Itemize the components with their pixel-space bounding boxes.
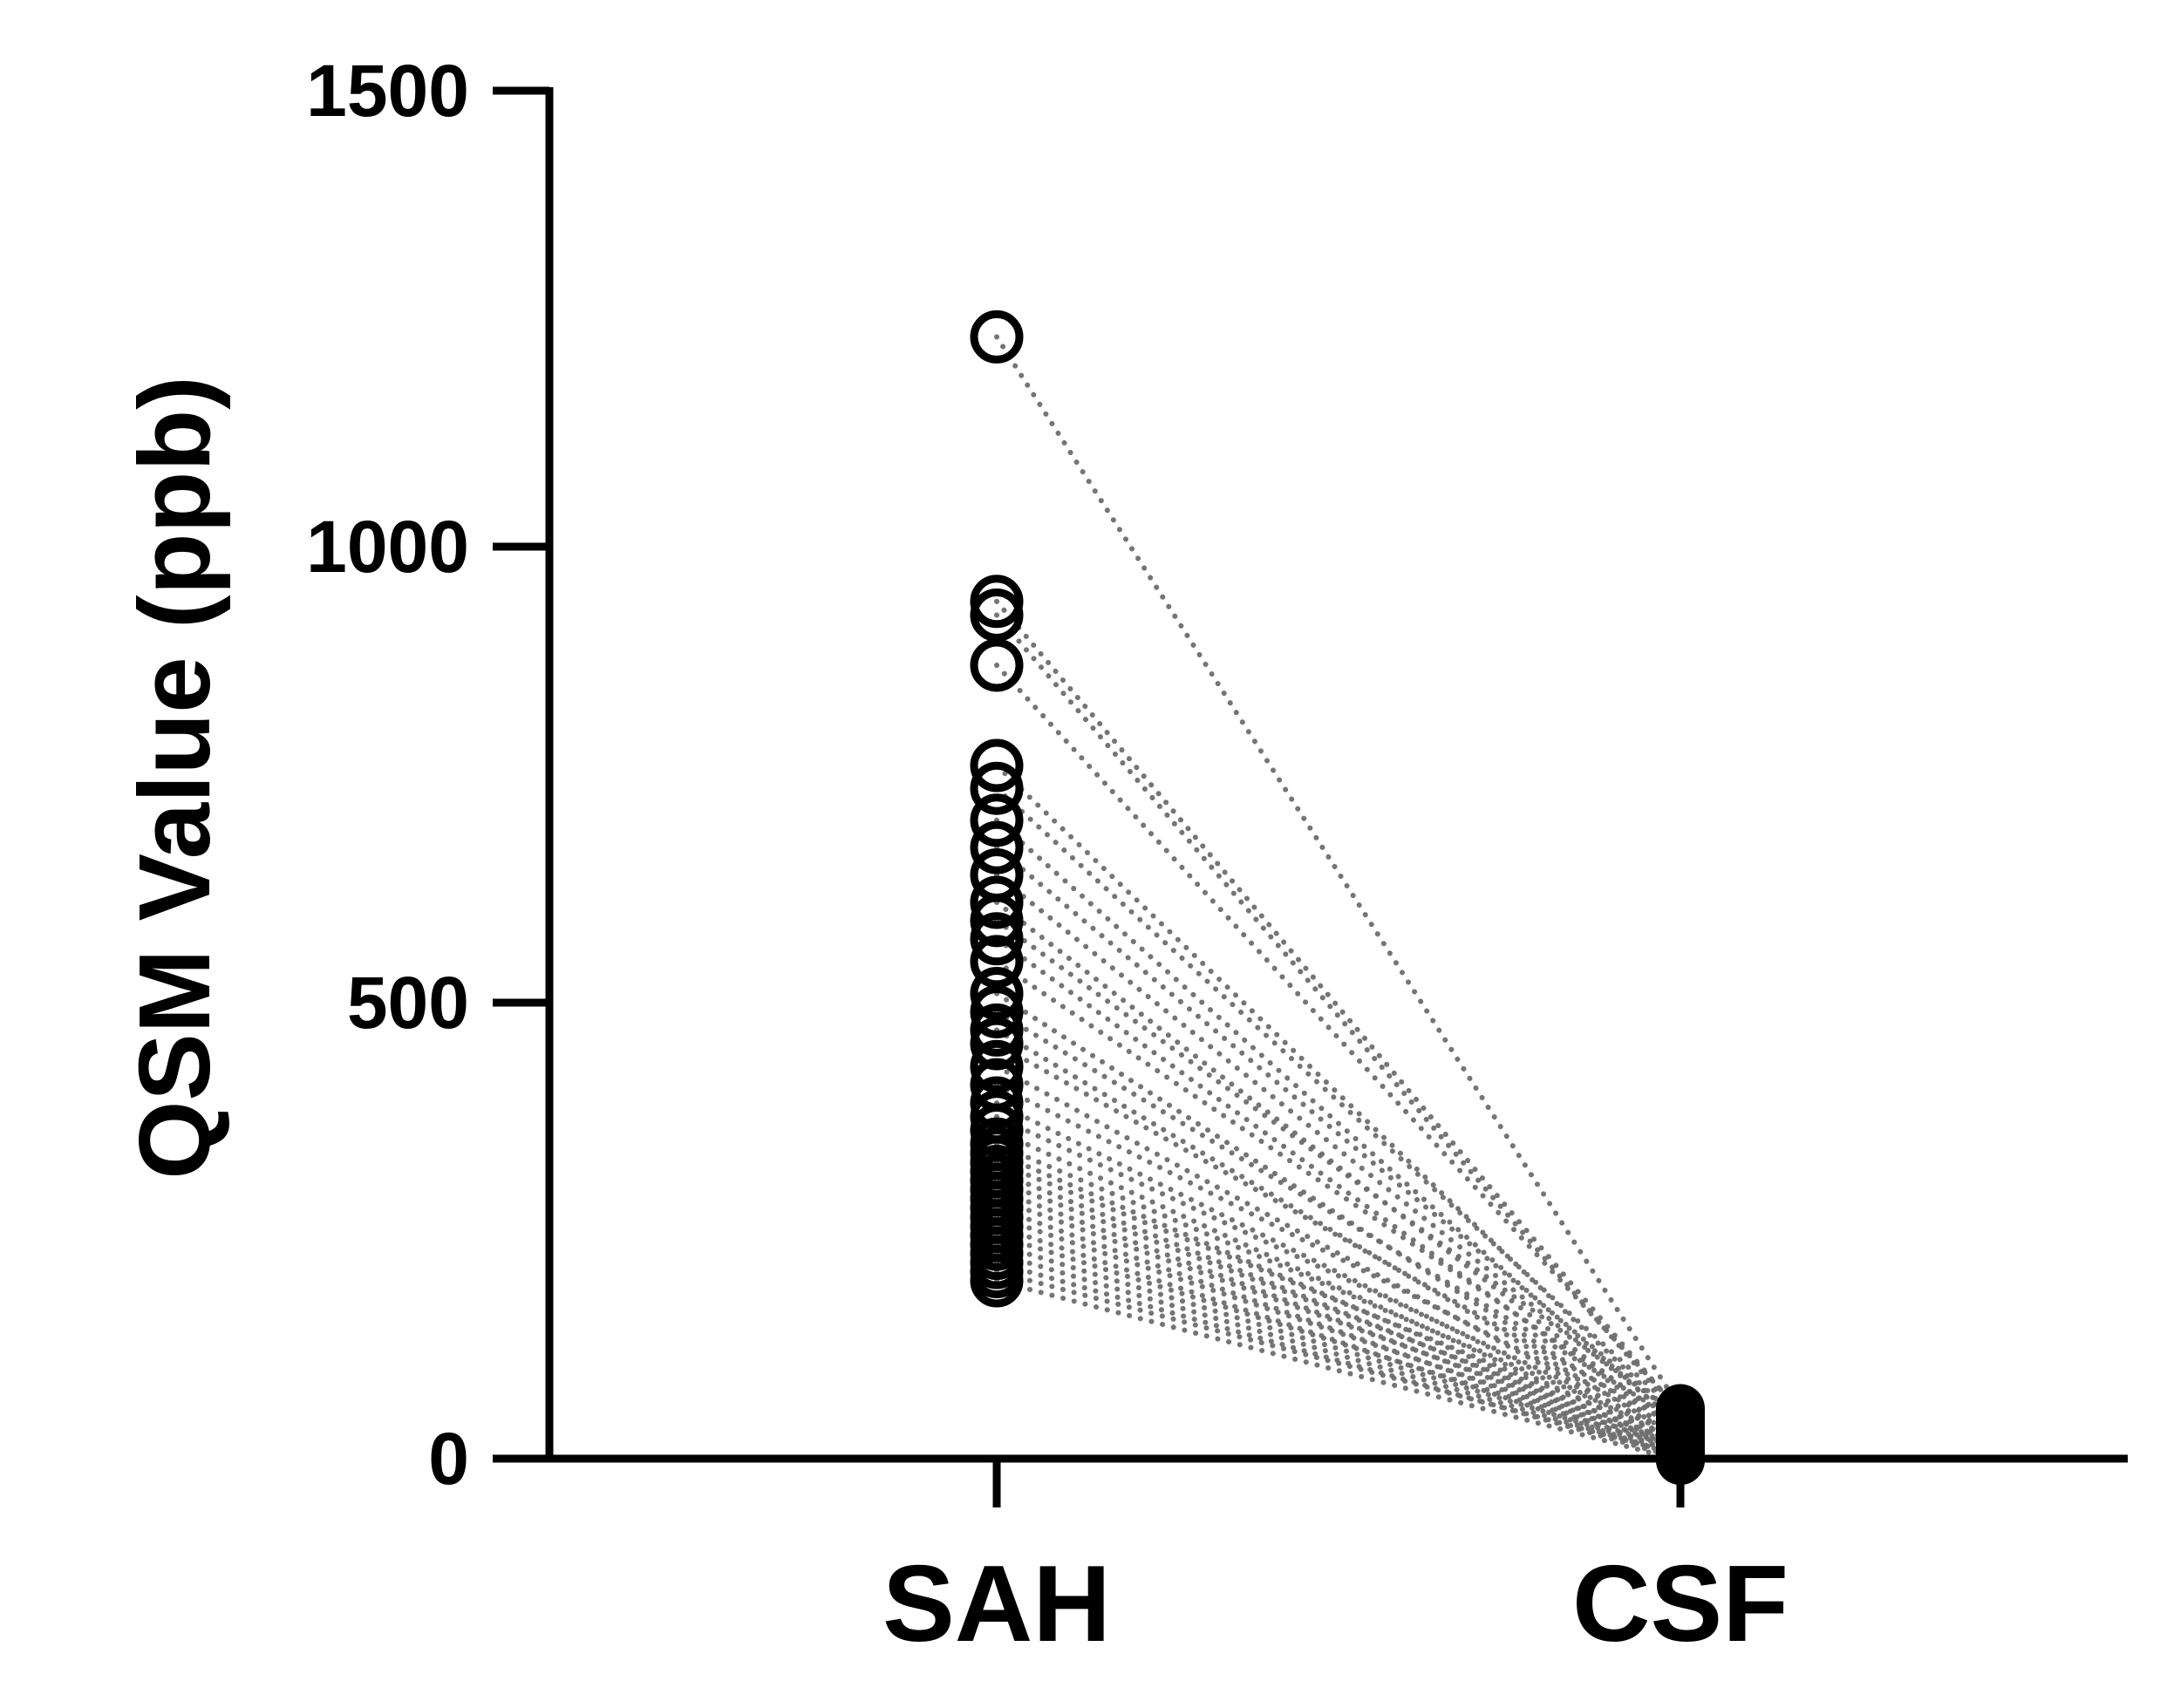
sah-points: [970, 310, 1024, 1308]
pair-connector: [994, 1127, 1683, 1448]
pair-connector: [994, 1205, 1683, 1457]
sah-point: [970, 761, 1024, 815]
pair-connector: [994, 1100, 1683, 1446]
pair-connector: [994, 662, 1683, 1414]
pair-connector-lines: [994, 334, 1683, 1464]
pair-connector: [994, 1150, 1683, 1451]
pair-connector: [994, 1141, 1683, 1439]
sah-point: [970, 588, 1024, 642]
pair-connector: [994, 845, 1683, 1424]
pair-connector: [994, 612, 1683, 1420]
pair-connector: [994, 1041, 1683, 1432]
sah-point: [970, 1017, 1024, 1071]
x-category-label: CSF: [1572, 1544, 1789, 1664]
sah-point: [970, 793, 1024, 847]
sah-point: [970, 967, 1024, 1021]
y-axis-title: QSM Value (ppb): [118, 376, 231, 1180]
pair-connector: [994, 334, 1683, 1412]
pair-connector: [994, 1260, 1683, 1461]
pair-connector: [994, 1027, 1683, 1441]
y-ticks: 0 500 1000 1500: [306, 50, 549, 1500]
pair-connector: [994, 1082, 1683, 1434]
pair-connector: [994, 1278, 1683, 1464]
sah-point: [970, 875, 1024, 929]
pair-connector: [994, 1242, 1683, 1456]
pair-connector: [994, 990, 1683, 1439]
x-category-label: SAH: [882, 1544, 1111, 1664]
pair-connector: [994, 958, 1683, 1429]
y-tick-label: 0: [428, 1418, 469, 1500]
pair-connector: [994, 1177, 1683, 1447]
sah-point: [970, 984, 1024, 1038]
pair-connector: [994, 598, 1683, 1416]
pair-connector: [994, 1113, 1683, 1438]
pair-connector: [994, 917, 1683, 1420]
sah-point: [970, 912, 1024, 966]
csf-points: [1656, 1384, 1705, 1486]
sah-point: [970, 738, 1024, 793]
sah-point: [970, 820, 1024, 874]
pair-connector: [994, 817, 1683, 1430]
sah-point: [970, 935, 1024, 989]
pair-connector: [994, 1269, 1683, 1458]
csf-point: [1656, 1436, 1705, 1486]
y-tick-label: 1500: [306, 50, 469, 132]
pair-connector: [994, 1160, 1683, 1444]
x-ticks: SAH CSF: [882, 1459, 1789, 1664]
sah-point: [970, 310, 1024, 364]
y-tick-label: 1000: [306, 506, 469, 588]
pair-connector: [994, 1195, 1683, 1449]
pair-connector: [994, 1187, 1683, 1454]
sah-point: [970, 1039, 1024, 1093]
sah-point: [970, 638, 1024, 692]
sah-point: [970, 1254, 1024, 1308]
pair-connector: [994, 763, 1683, 1426]
pair-connector: [994, 872, 1683, 1427]
sah-point: [970, 894, 1024, 948]
pair-connector: [994, 936, 1683, 1436]
pair-connector: [994, 1250, 1683, 1459]
y-tick-label: 500: [347, 962, 469, 1044]
axes: [545, 87, 2128, 1463]
pair-connector: [994, 1064, 1683, 1444]
pair-connector: [994, 1009, 1683, 1426]
